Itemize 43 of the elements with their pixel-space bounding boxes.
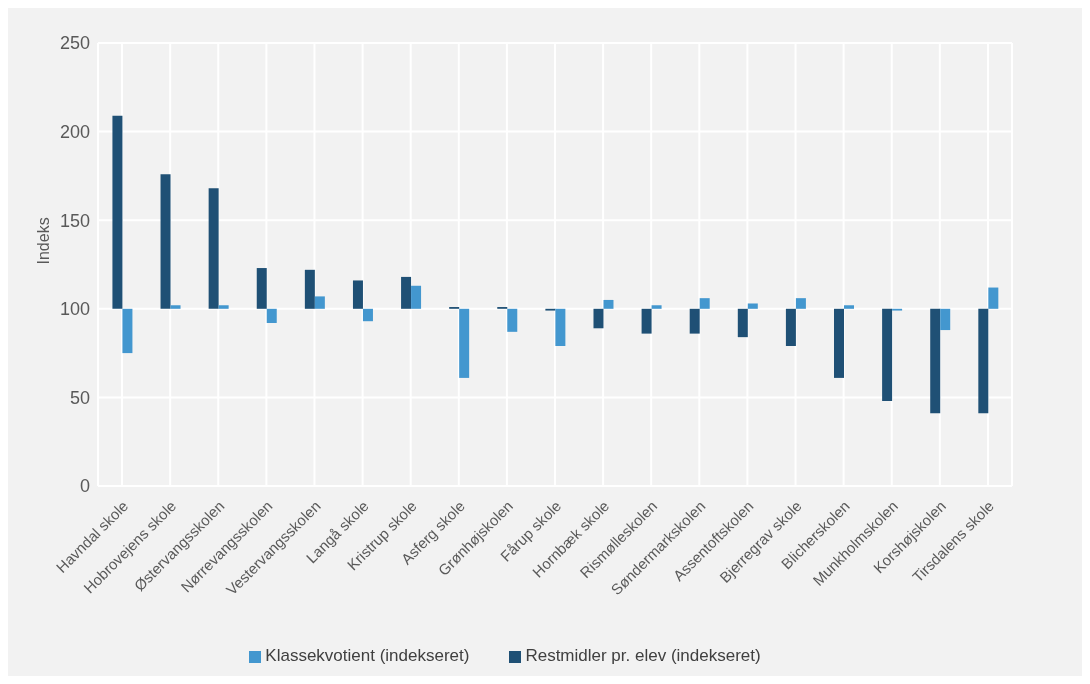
bar (651, 305, 662, 309)
bar (689, 308, 700, 334)
y-axis-title: Indeks (34, 217, 52, 265)
bar (844, 305, 855, 309)
bar (593, 308, 604, 329)
y-tick-label: 250 (59, 33, 90, 54)
bar (795, 298, 806, 309)
y-tick-label: 200 (59, 121, 90, 142)
y-tick-label: 150 (59, 210, 90, 231)
bar (401, 276, 412, 309)
bar (314, 296, 325, 309)
bar (988, 287, 999, 309)
bar (352, 280, 363, 309)
bar (266, 308, 277, 323)
y-tick-label: 50 (69, 387, 90, 408)
y-tick-label: 100 (59, 299, 90, 320)
bar (940, 308, 951, 331)
bar (737, 308, 748, 338)
bar (834, 308, 845, 378)
bar (411, 285, 422, 309)
bar (555, 308, 566, 347)
legend-label: Klassekvotient (indekseret) (265, 646, 470, 665)
bar (304, 269, 315, 309)
bar (362, 308, 373, 322)
bar (112, 115, 123, 309)
bar (256, 268, 267, 309)
bar (603, 299, 614, 309)
bar (785, 308, 796, 347)
bar (641, 308, 652, 334)
bar (747, 303, 758, 309)
bar (208, 188, 219, 309)
bar (160, 174, 171, 309)
bar (459, 308, 470, 378)
bar (882, 308, 893, 401)
bar (978, 308, 989, 414)
legend-label: Restmidler pr. elev (indekseret) (525, 646, 761, 665)
y-tick-label: 0 (79, 476, 90, 497)
bar (699, 298, 710, 309)
bar (507, 308, 518, 332)
bar (122, 308, 133, 354)
bar (218, 305, 229, 309)
bar (930, 308, 941, 414)
bar (170, 305, 181, 309)
